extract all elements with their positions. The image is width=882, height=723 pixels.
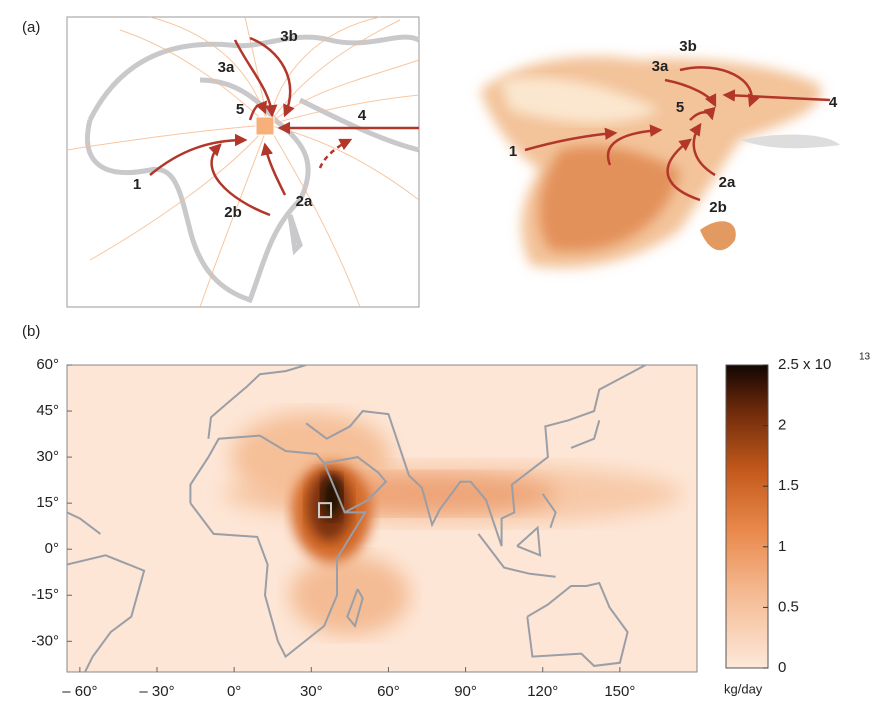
coastline	[541, 493, 557, 529]
route-arrows	[149, 36, 419, 217]
map-frame	[66, 16, 420, 308]
route-label: 5	[676, 99, 684, 116]
colorbar-unit: kg/day	[724, 681, 763, 696]
source-box	[255, 116, 275, 136]
coastline	[570, 420, 601, 449]
route-label: 3b	[280, 28, 298, 45]
colorbar-exponent: 13	[859, 352, 871, 363]
panel-label: (a)	[22, 19, 40, 36]
route-label: 1	[133, 176, 141, 193]
route-label: 2a	[296, 193, 313, 210]
source-box	[318, 502, 332, 519]
coastline	[477, 533, 556, 578]
x-tick-label: 30°	[300, 683, 323, 700]
route-label: 3a	[652, 58, 669, 75]
coastline	[516, 525, 542, 557]
colorbar-tick-label: 1.5	[778, 477, 799, 494]
y-tick-label: 0°	[45, 540, 59, 557]
y-tick-label: 30°	[36, 448, 59, 465]
x-tick-label: 60°	[377, 683, 400, 700]
dust-plume	[222, 412, 683, 636]
colorbar-ramp	[725, 364, 769, 669]
colorbar: 0 0.5 1 1.5 2 2.5 x 10 13 kg/day	[724, 352, 871, 697]
coastline	[323, 456, 388, 514]
route-arrows	[524, 66, 831, 202]
route-label: 4	[829, 94, 838, 111]
coastline	[207, 365, 307, 439]
y-tick-label: -30°	[31, 632, 59, 649]
coastline	[67, 365, 647, 672]
dust-map: – 60° – 30° 0° 30° 60° 90° 120° 150° 60° 45° 30° 15…	[31, 356, 698, 700]
route-label: 5	[236, 101, 244, 118]
dust-shading	[321, 475, 342, 520]
colorbar-tick-label: 2.5 x 10	[778, 356, 831, 373]
route-label: 2a	[719, 174, 736, 191]
left-map: 3b 3a 5 4 1 2a 2b	[66, 16, 421, 308]
colorbar-tick-label: 0.5	[778, 598, 799, 615]
relief-map: 3b 3a 4 5 1 2a 2b	[480, 38, 840, 269]
x-tick-label: 0°	[227, 683, 241, 700]
route-label: 2b	[224, 204, 242, 221]
route-label: 1	[509, 143, 517, 160]
y-tick-label: 15°	[36, 494, 59, 511]
y-tick-label: 60°	[36, 356, 59, 373]
coastline	[67, 511, 102, 535]
x-tick-label: 120°	[527, 683, 558, 700]
panel-label: (b)	[22, 323, 40, 340]
colorbar-tick-label: 2	[778, 417, 786, 434]
route-label: 3b	[679, 38, 697, 55]
y-tick-label: -15°	[31, 586, 59, 603]
route-label: 2b	[709, 199, 727, 216]
colorbar-tick-label: 0	[778, 659, 786, 676]
x-tick-label: 150°	[604, 683, 635, 700]
x-tick-label: – 30°	[139, 683, 174, 700]
coastline	[67, 554, 146, 672]
coastline	[305, 365, 647, 547]
colorbar-tick-label: 1	[778, 538, 786, 555]
x-tick-label: – 60°	[62, 683, 97, 700]
coastline	[189, 434, 368, 659]
route-label: 4	[358, 107, 367, 124]
dust-shading	[289, 555, 410, 636]
coastline	[346, 588, 364, 629]
x-tick-label: 90°	[454, 683, 477, 700]
coastline	[526, 581, 629, 667]
y-tick-label: 45°	[36, 402, 59, 419]
route-label: 3a	[218, 59, 235, 76]
